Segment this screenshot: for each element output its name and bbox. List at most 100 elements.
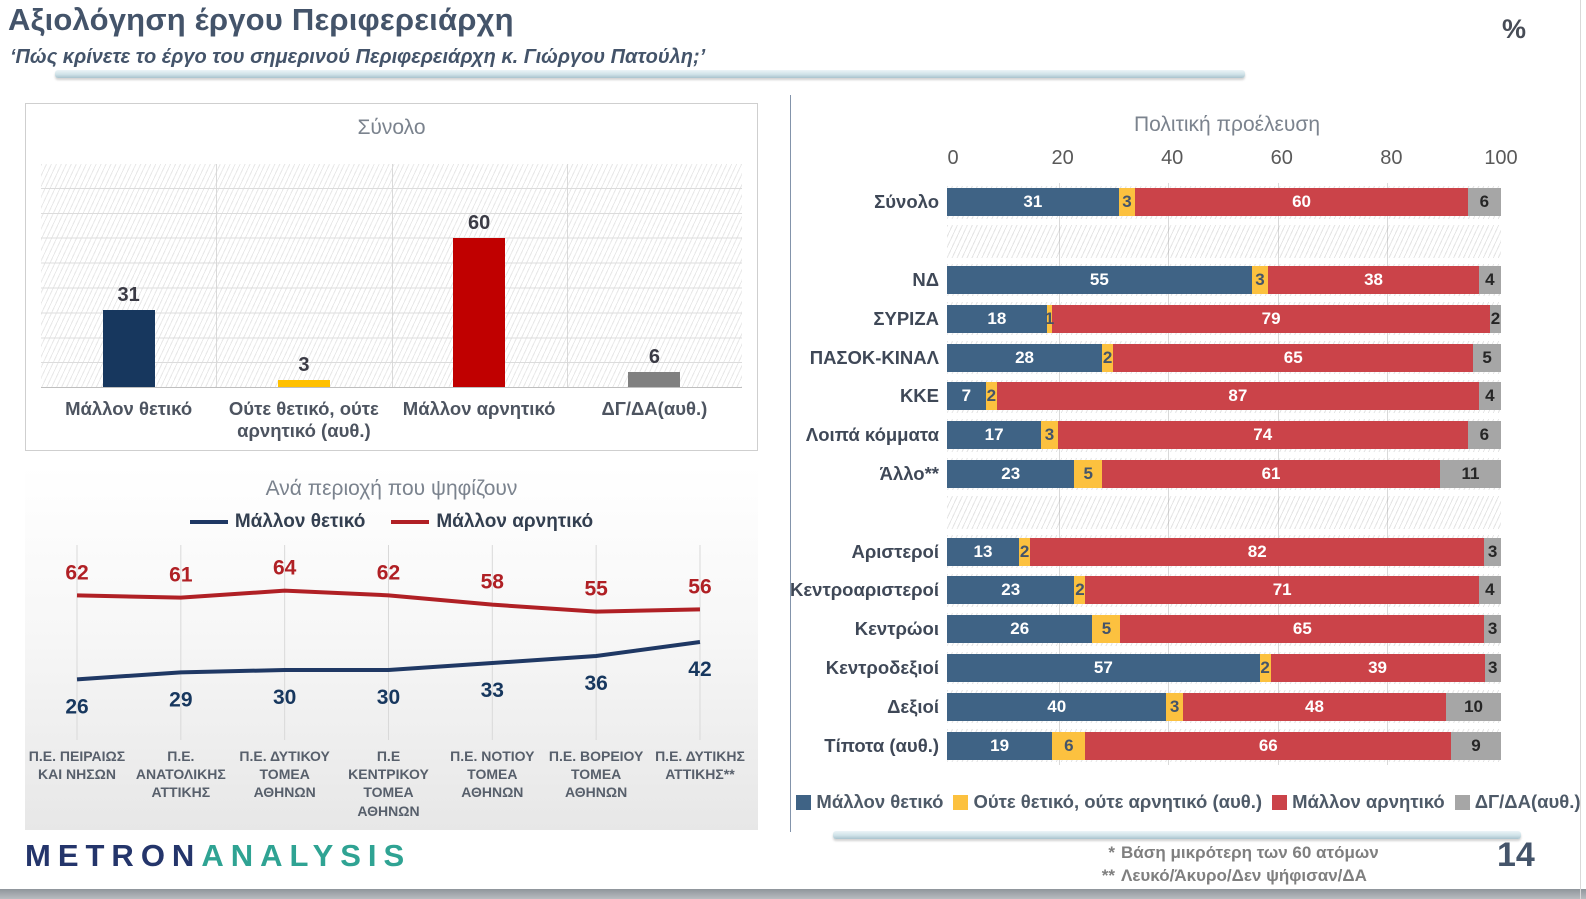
spacer-row — [791, 493, 1501, 532]
footer-divider — [833, 831, 1521, 839]
segment-value-label: 26 — [1010, 619, 1030, 639]
row-label: ΚΚΕ — [899, 385, 939, 407]
political-legend: Μάλλον θετικό Ούτε θετικό, ούτε αρνητικό … — [791, 791, 1586, 813]
segment-value-label: 38 — [1364, 269, 1384, 289]
category-label: ΔΓ/ΔΑ(αυθ.) — [601, 398, 708, 419]
bar-segment: 71 — [1085, 576, 1479, 605]
page-number: 14 — [1497, 836, 1535, 874]
segment-value-label: 28 — [1015, 347, 1035, 367]
segment-value-label: 71 — [1272, 580, 1292, 600]
segment-value-label: 61 — [1261, 463, 1281, 483]
bar-segment: 2 — [985, 382, 997, 411]
line-series — [76, 588, 701, 614]
stacked-row: Αριστεροί 13 2 82 3 — [791, 532, 1501, 571]
stacked-bar: 57 2 39 3 — [947, 653, 1501, 682]
bar-segment: 2 — [1489, 304, 1501, 333]
logo-analysis-text: ANALYSIS — [201, 838, 412, 873]
logo-metron-text: METRON — [25, 838, 202, 873]
spacer-row — [791, 222, 1501, 261]
stacked-row: Κεντρώοι 26 5 65 3 — [791, 610, 1501, 649]
bar-value-label: 60 — [468, 211, 491, 234]
bar-segment: 3 — [1166, 692, 1183, 721]
bar-segment: 18 — [947, 304, 1047, 333]
bar-segment: 9 — [1451, 731, 1501, 760]
legend-item: Μάλλον αρνητικό — [1272, 791, 1445, 813]
segment-value-label: 65 — [1283, 347, 1303, 367]
stacked-row: Κεντροδεξιοί 57 2 39 3 — [791, 649, 1501, 688]
legend-label: ΔΓ/ΔΑ(αυθ.) — [1474, 791, 1581, 812]
bar-slot: 60 — [392, 212, 567, 387]
segment-value-label: 2 — [1260, 657, 1270, 677]
data-label: 58 — [481, 571, 505, 594]
category-label: Π.Ε ΚΕΝΤΡΙΚΟΥ ΤΟΜΕΑ ΑΘΗΝΩΝ — [348, 748, 429, 819]
segment-value-label: 9 — [1471, 735, 1481, 755]
stacked-row: ΚΚΕ 7 2 87 4 — [791, 377, 1501, 416]
stacked-row: Άλλο** 23 5 61 11 — [791, 455, 1501, 494]
row-label: Αριστεροί — [851, 540, 939, 562]
percent-unit-label: % — [1502, 14, 1527, 44]
bar-segment: 3 — [1484, 537, 1501, 566]
stacked-row: ΣΥΡΙΖΑ 18 1 79 2 — [791, 299, 1501, 338]
segment-value-label: 79 — [1261, 308, 1281, 328]
row-track: 23 2 71 4 — [947, 573, 1501, 607]
segment-value-label: 2 — [986, 386, 997, 406]
category-label: Π.Ε. ΠΕΙΡΑΙΩΣ ΚΑΙ ΝΗΣΩΝ — [28, 748, 126, 783]
regions-legend: Μάλλον θετικό Μάλλον αρνητικό — [25, 511, 758, 533]
legend-item: Μάλλον θετικό — [189, 511, 366, 533]
segment-value-label: 3 — [1044, 425, 1055, 445]
bar-value-label: 3 — [298, 353, 310, 376]
bar-segment: 4 — [1478, 382, 1501, 411]
legend-label: Μάλλον θετικό — [816, 791, 944, 812]
bar-segment: 3 — [1484, 615, 1501, 644]
segment-value-label: 3 — [1169, 696, 1180, 716]
stacked-bar: 19 6 66 9 — [947, 731, 1501, 760]
page-subtitle: ‘Πώς κρίνετε το έργο του σημερινού Περιφ… — [10, 46, 706, 68]
stacked-row: Λοιπά κόμματα 17 3 74 6 — [791, 416, 1501, 455]
row-track: 40 3 48 10 — [947, 690, 1501, 724]
data-label: 64 — [273, 557, 297, 580]
row-label: Δεξιοί — [887, 695, 939, 717]
gridline-vertical — [391, 164, 393, 387]
regions-plot-svg: 26 29 30 30 33 36 42 62 61 64 62 58 55 56 — [65, 545, 712, 740]
row-track: 23 5 61 11 — [947, 457, 1501, 491]
data-label: 42 — [688, 658, 711, 681]
segment-value-label: 6 — [1479, 192, 1490, 212]
bar-segment: 38 — [1268, 265, 1479, 294]
stacked-bar: 26 5 65 3 — [947, 615, 1501, 644]
legend-item: ΔΓ/ΔΑ(αυθ.) — [1454, 791, 1581, 813]
bar — [277, 379, 330, 387]
segment-value-label: 13 — [973, 541, 993, 561]
bar-segment: 65 — [1113, 343, 1474, 372]
bar-segment: 2 — [1074, 576, 1086, 605]
bar-segment: 82 — [1030, 537, 1485, 566]
segment-value-label: 4 — [1485, 580, 1495, 600]
stacked-bar: 28 2 65 5 — [947, 343, 1501, 372]
segment-value-label: 4 — [1485, 269, 1495, 289]
segment-value-label: 3 — [1487, 619, 1498, 639]
segment-value-label: 10 — [1464, 696, 1483, 716]
bar-segment: 48 — [1182, 692, 1447, 721]
bar-segment: 3 — [1251, 265, 1269, 294]
bar-segment: 65 — [1120, 615, 1485, 644]
segment-value-label: 65 — [1292, 619, 1312, 639]
data-label: 33 — [481, 679, 504, 702]
row-track: 26 5 65 3 — [947, 612, 1501, 646]
segment-value-label: 2 — [1490, 308, 1501, 328]
axis-tick-label: 0 — [947, 147, 959, 169]
row-track: 55 3 38 4 — [947, 263, 1501, 297]
bottom-bar — [0, 889, 1586, 899]
total-bars-group: 31 3 60 6 — [41, 164, 742, 387]
row-label: Κεντροδεξιοί — [825, 656, 939, 678]
row-track: 19 6 66 9 — [947, 729, 1501, 762]
segment-value-label: 48 — [1305, 696, 1324, 716]
stacked-bar: 23 2 71 4 — [947, 576, 1501, 605]
stacked-bar: 18 1 79 2 — [947, 304, 1501, 333]
gridline-vertical — [566, 164, 568, 387]
legend-line-swatch — [391, 520, 430, 524]
row-track — [947, 496, 1501, 530]
segment-value-label: 74 — [1253, 425, 1273, 445]
data-label: 56 — [688, 575, 711, 598]
bar-slot: 6 — [567, 346, 742, 387]
bar-segment: 87 — [996, 382, 1479, 411]
legend-label: Μάλλον θετικό — [234, 511, 366, 532]
